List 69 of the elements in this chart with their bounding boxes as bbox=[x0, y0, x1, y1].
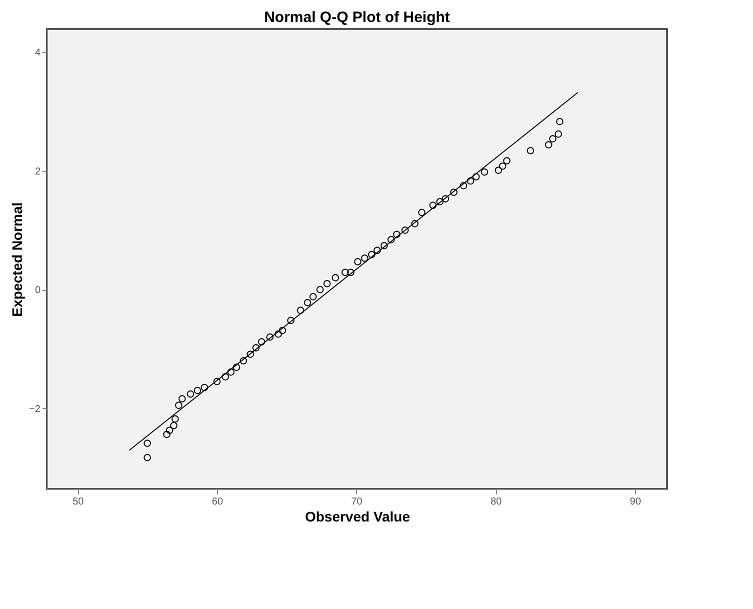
point bbox=[304, 298, 312, 306]
point bbox=[494, 166, 502, 174]
point bbox=[227, 368, 235, 376]
point bbox=[472, 173, 480, 180]
point bbox=[172, 415, 179, 423]
point bbox=[316, 286, 324, 294]
point bbox=[287, 316, 294, 324]
point bbox=[213, 378, 221, 386]
point bbox=[554, 130, 562, 138]
x-axis-title: Observed Value bbox=[304, 508, 410, 524]
point bbox=[460, 182, 468, 190]
point bbox=[387, 236, 395, 244]
point bbox=[258, 338, 266, 346]
point bbox=[466, 177, 474, 185]
point bbox=[246, 350, 254, 358]
point bbox=[309, 293, 317, 300]
chart-title: Normal Q-Q Plot of Height bbox=[264, 9, 450, 26]
point bbox=[354, 258, 362, 266]
point bbox=[436, 198, 444, 206]
point bbox=[186, 390, 194, 398]
point bbox=[361, 254, 368, 262]
point bbox=[480, 168, 488, 176]
y-axis-title: Expected Normal bbox=[9, 202, 26, 317]
point bbox=[240, 357, 248, 364]
point bbox=[274, 330, 282, 338]
x-tick-label: 50 bbox=[72, 496, 84, 508]
point bbox=[347, 268, 354, 276]
point bbox=[163, 430, 170, 438]
x-tick-label: 70 bbox=[351, 496, 363, 508]
point bbox=[418, 208, 426, 216]
x-tick-label: 60 bbox=[212, 496, 224, 508]
point bbox=[374, 246, 381, 254]
point bbox=[332, 274, 340, 282]
point bbox=[549, 135, 556, 142]
point bbox=[556, 118, 564, 126]
point bbox=[368, 250, 376, 258]
point bbox=[144, 454, 151, 462]
point bbox=[401, 226, 409, 234]
point bbox=[503, 157, 510, 164]
y-tick-label: −2 bbox=[29, 404, 41, 415]
point bbox=[429, 202, 437, 209]
point bbox=[380, 242, 388, 250]
y-tick-label: 0 bbox=[34, 285, 41, 296]
point bbox=[278, 326, 286, 334]
point bbox=[194, 386, 202, 394]
point bbox=[296, 306, 304, 314]
point bbox=[442, 195, 450, 202]
y-tick-label: 4 bbox=[34, 48, 41, 59]
point bbox=[252, 344, 260, 352]
point bbox=[393, 230, 400, 238]
x-tick-label: 90 bbox=[630, 496, 642, 508]
point bbox=[144, 440, 151, 447]
point bbox=[222, 373, 229, 380]
point bbox=[341, 268, 349, 276]
point bbox=[175, 402, 182, 409]
point bbox=[200, 384, 208, 392]
point bbox=[526, 147, 534, 154]
point bbox=[544, 141, 552, 148]
point bbox=[170, 422, 178, 430]
y-tick-label: 2 bbox=[34, 166, 41, 178]
point bbox=[266, 333, 274, 341]
point bbox=[450, 188, 458, 196]
point bbox=[411, 220, 418, 228]
x-tick-label: 80 bbox=[490, 496, 502, 508]
point bbox=[178, 395, 186, 402]
point bbox=[166, 426, 174, 434]
point bbox=[498, 162, 506, 170]
point bbox=[232, 364, 240, 371]
point bbox=[323, 280, 331, 288]
